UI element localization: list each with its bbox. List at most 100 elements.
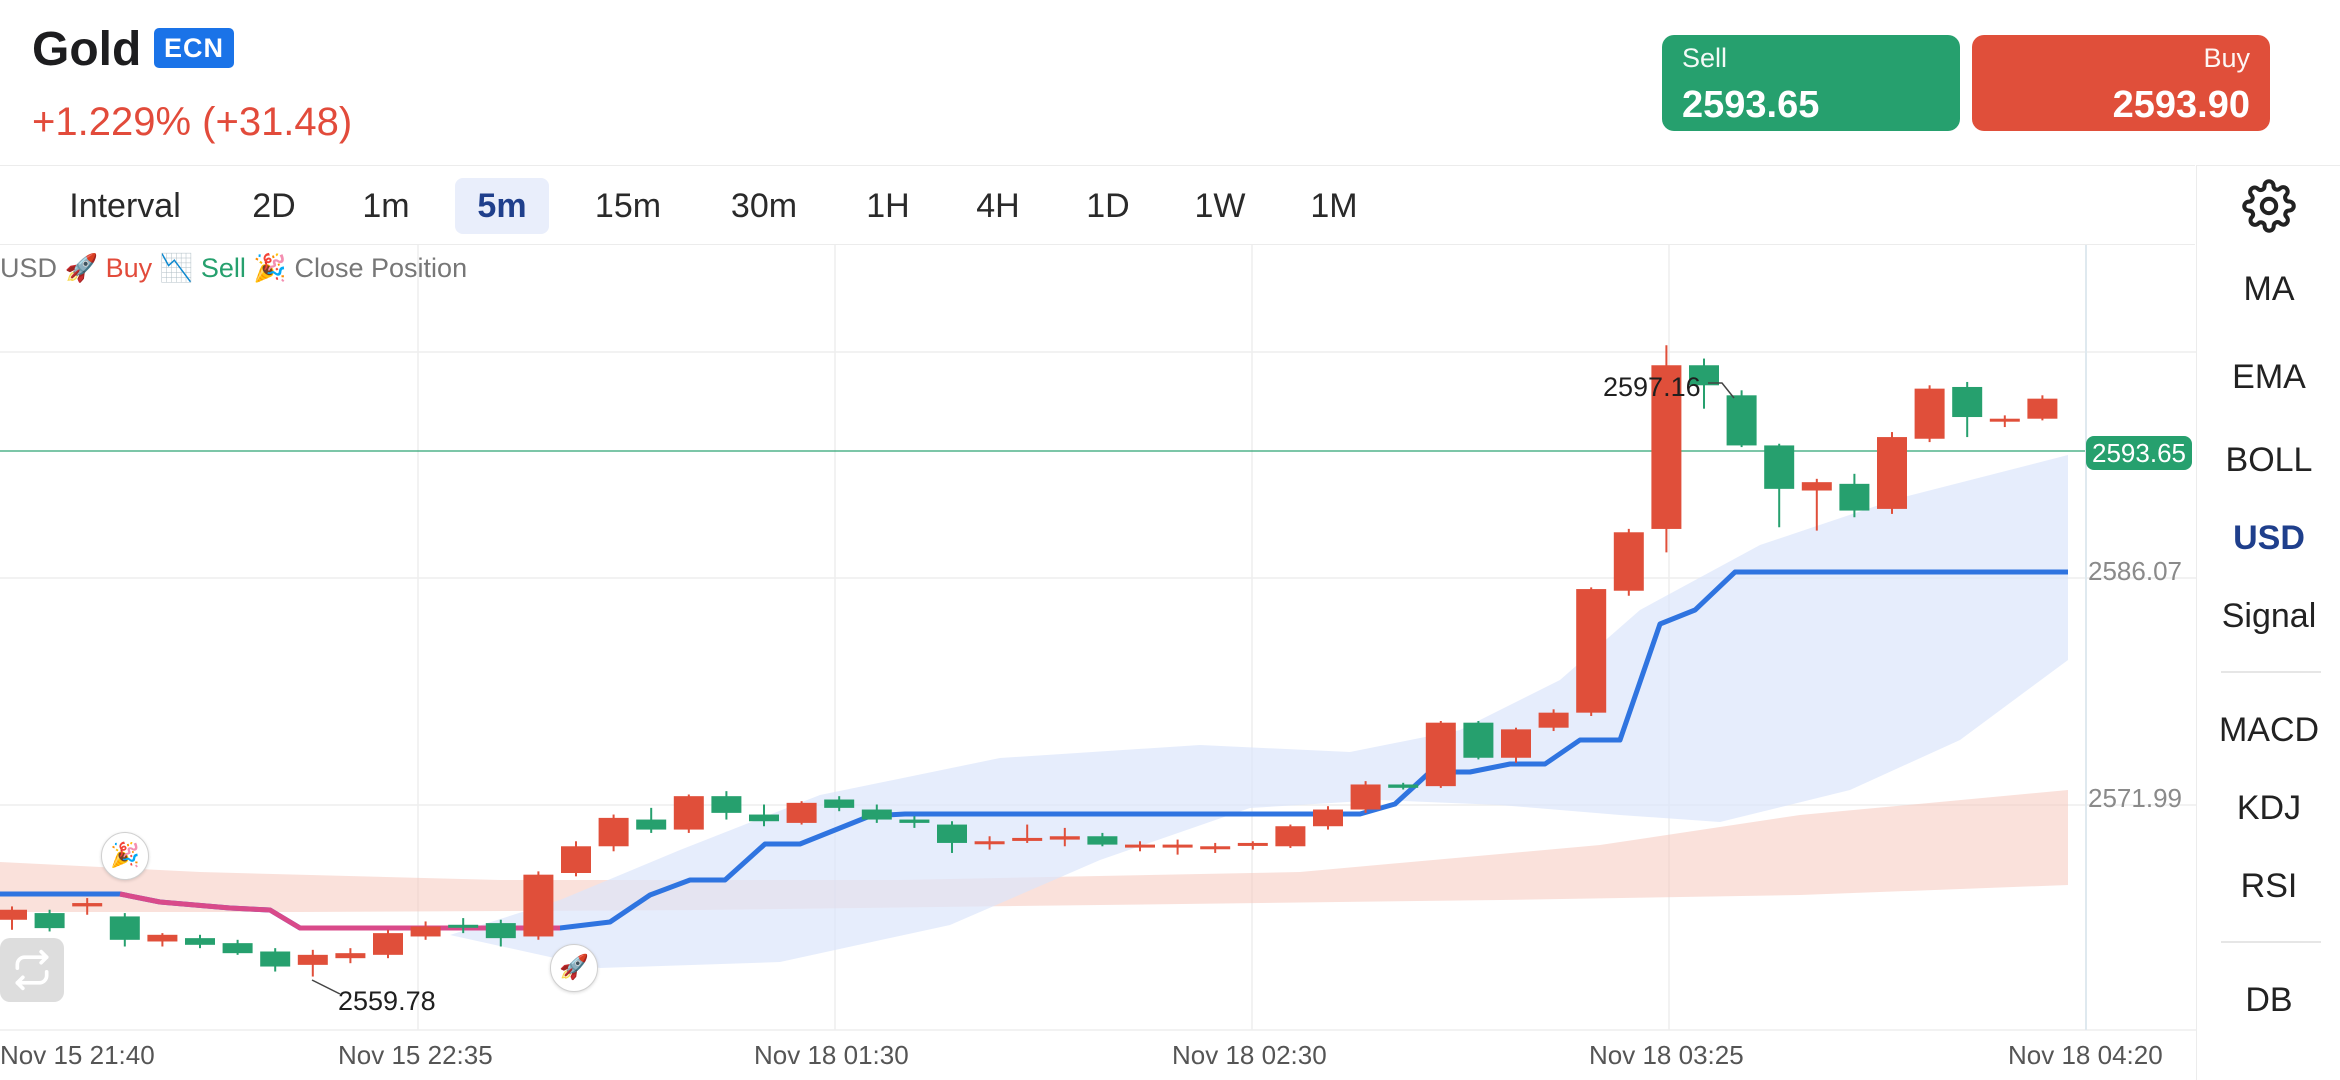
interval-5m[interactable]: 5m xyxy=(455,178,549,234)
candle-body xyxy=(1425,722,1456,787)
interval-bar: Interval 2D 1m 5m 15m 30m 1H 4H 1D 1W 1M xyxy=(0,165,2195,245)
indicator-kdj[interactable]: KDJ xyxy=(2236,789,2302,827)
candle-body xyxy=(1613,532,1644,591)
candle-body xyxy=(297,954,328,965)
candle-body xyxy=(34,913,65,929)
interval-1d[interactable]: 1D xyxy=(1086,187,1130,225)
legend-sell: 📉 Sell xyxy=(159,253,246,283)
candle-body xyxy=(899,819,930,823)
candle-body xyxy=(1576,589,1607,713)
ecn-badge: ECN xyxy=(154,28,235,68)
indicator-signal[interactable]: Signal xyxy=(2221,597,2317,635)
indicator-ema[interactable]: EMA xyxy=(2232,358,2306,396)
candle-body xyxy=(824,799,855,808)
candle-body xyxy=(711,796,742,813)
price-chart[interactable] xyxy=(0,245,2196,1080)
x-axis-label: Nov 15 21:40 xyxy=(0,1040,155,1070)
candle-body xyxy=(1463,722,1494,758)
candle-body xyxy=(749,814,779,822)
candle-body xyxy=(1313,809,1343,827)
candle-body xyxy=(1237,842,1268,846)
divider xyxy=(2221,941,2321,943)
candle-body xyxy=(147,934,178,942)
candle-body xyxy=(1049,836,1080,840)
indicator-boll[interactable]: BOLL xyxy=(2225,441,2313,479)
cloud-band xyxy=(450,455,2068,968)
y-axis-label: 2571.99 xyxy=(2088,783,2182,813)
candle-body xyxy=(1726,395,1757,446)
legend-buy: 🚀 Buy xyxy=(64,253,153,283)
interval-4h[interactable]: 4H xyxy=(976,187,1020,225)
sell-label: Sell xyxy=(1682,43,1728,73)
candle-body xyxy=(1501,729,1531,758)
gear-icon xyxy=(2241,178,2296,233)
candles xyxy=(0,345,2058,977)
y-axis-label: 2586.07 xyxy=(2088,556,2182,586)
settings-button[interactable] xyxy=(2196,165,2340,245)
sell-price: 2593.65 xyxy=(1682,84,1820,126)
low-leader xyxy=(311,979,341,995)
candle-body xyxy=(1350,784,1381,810)
candle-body xyxy=(786,802,817,823)
indicator-rsi[interactable]: RSI xyxy=(2240,867,2298,905)
buy-marker[interactable]: 🚀 xyxy=(550,944,598,992)
candle-body xyxy=(1388,784,1419,788)
candle-body xyxy=(0,909,27,920)
candle-body xyxy=(260,951,291,967)
candle-body xyxy=(1989,418,2020,422)
interval-30m[interactable]: 30m xyxy=(730,187,798,225)
interval-1h[interactable]: 1H xyxy=(866,187,910,225)
close-position-marker[interactable]: 🎉 xyxy=(101,832,149,880)
x-axis-label: Nov 18 04:20 xyxy=(2008,1040,2163,1070)
low-annotation: 2559.78 xyxy=(338,986,436,1016)
candle-body xyxy=(1914,388,1945,439)
candle-body xyxy=(673,796,704,830)
candle-body xyxy=(1200,846,1231,850)
x-axis-label: Nov 18 03:25 xyxy=(1589,1040,1744,1070)
repeat-icon xyxy=(15,949,49,991)
indicator-macd[interactable]: MACD xyxy=(2218,711,2320,749)
candle-body xyxy=(448,924,479,928)
slow-band xyxy=(0,790,2068,912)
candle-body xyxy=(185,938,215,945)
indicator-panel: MA EMA BOLL USD Signal MACD KDJ RSI DB xyxy=(2196,245,2340,1080)
price-change: +1.229% (+31.48) xyxy=(32,100,353,144)
candle-body xyxy=(1952,386,1983,418)
candle-body xyxy=(1689,365,1719,386)
replay-button[interactable] xyxy=(0,938,64,1002)
indicator-db[interactable]: DB xyxy=(2245,981,2293,1019)
candle-body xyxy=(1162,844,1193,848)
legend-usd: USD xyxy=(0,253,58,283)
candle-body xyxy=(222,943,253,954)
candle-body xyxy=(1012,837,1043,841)
divider xyxy=(2221,671,2321,673)
interval-2d[interactable]: 2D xyxy=(252,187,296,225)
buy-label: Buy xyxy=(2203,43,2250,73)
indicator-ma[interactable]: MA xyxy=(2243,270,2295,308)
candle-body xyxy=(561,846,591,873)
candle-body xyxy=(335,953,366,959)
candle-body xyxy=(72,903,103,907)
candle-body xyxy=(636,819,667,830)
candle-body xyxy=(1087,836,1118,845)
interval-label[interactable]: Interval xyxy=(69,187,181,225)
x-axis-label: Nov 15 22:35 xyxy=(338,1040,493,1070)
interval-1m-month[interactable]: 1M xyxy=(1310,187,1358,225)
signal-line xyxy=(119,891,560,931)
candle-body xyxy=(1839,483,1870,511)
interval-1m[interactable]: 1m xyxy=(362,187,410,225)
buy-button[interactable]: Buy 2593.90 xyxy=(1972,35,2270,131)
sell-button[interactable]: Sell 2593.65 xyxy=(1662,35,1960,131)
candle-body xyxy=(861,809,892,820)
candle-body xyxy=(1651,365,1682,529)
interval-1w[interactable]: 1W xyxy=(1194,187,1246,225)
symbol-title: Gold xyxy=(32,23,142,76)
candle-body xyxy=(1125,844,1155,848)
interval-15m[interactable]: 15m xyxy=(594,187,662,225)
candle-body xyxy=(1801,482,1832,491)
high-annotation: 2597.16 xyxy=(1603,372,1701,402)
indicator-usd[interactable]: USD xyxy=(2233,519,2305,557)
buy-price: 2593.90 xyxy=(2112,84,2250,126)
candle-body xyxy=(523,874,554,937)
candle-body xyxy=(974,841,1005,845)
